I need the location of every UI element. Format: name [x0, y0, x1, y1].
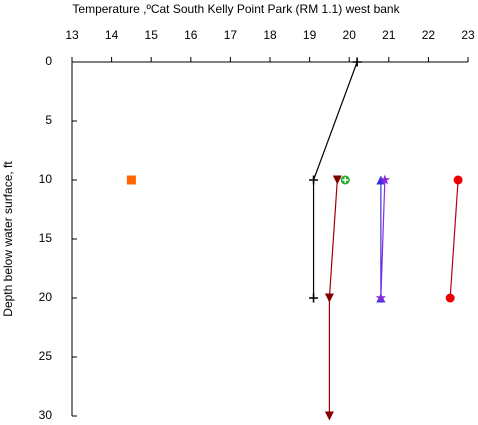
y-tick-label: 20 — [39, 290, 53, 304]
marker — [445, 293, 455, 303]
marker — [309, 175, 319, 185]
y-tick-label: 0 — [45, 54, 52, 68]
marker — [324, 411, 334, 421]
marker — [324, 293, 334, 303]
chart-title: Temperature ,ºCat South Kelly Point Park… — [72, 2, 400, 16]
marker — [352, 57, 362, 67]
y-axis-label: Depth below water surface, ft — [1, 161, 15, 317]
x-tick-label: 18 — [263, 28, 277, 42]
x-tick-label: 15 — [145, 28, 159, 42]
marker — [453, 175, 463, 185]
series-line — [380, 179, 386, 299]
x-tick-label: 19 — [303, 28, 317, 42]
y-tick-label: 30 — [39, 408, 53, 422]
x-tick-label: 20 — [343, 28, 357, 42]
y-tick-label: 15 — [39, 231, 53, 245]
marker — [332, 175, 342, 185]
x-tick-label: 14 — [105, 28, 119, 42]
x-tick-label: 21 — [382, 28, 396, 42]
marker — [379, 174, 391, 185]
series-line — [449, 179, 459, 299]
x-tick-label: 13 — [65, 28, 79, 42]
marker — [126, 175, 136, 185]
x-tick-label: 16 — [184, 28, 198, 42]
y-tick-label: 5 — [45, 113, 52, 127]
x-tick-label: 22 — [422, 28, 436, 42]
y-tick-label: 25 — [39, 349, 53, 363]
x-tick-label: 23 — [461, 28, 475, 42]
marker — [340, 175, 350, 185]
marker — [309, 293, 319, 303]
x-tick-label: 17 — [224, 28, 238, 42]
y-tick-label: 10 — [39, 172, 53, 186]
marker — [375, 292, 387, 303]
